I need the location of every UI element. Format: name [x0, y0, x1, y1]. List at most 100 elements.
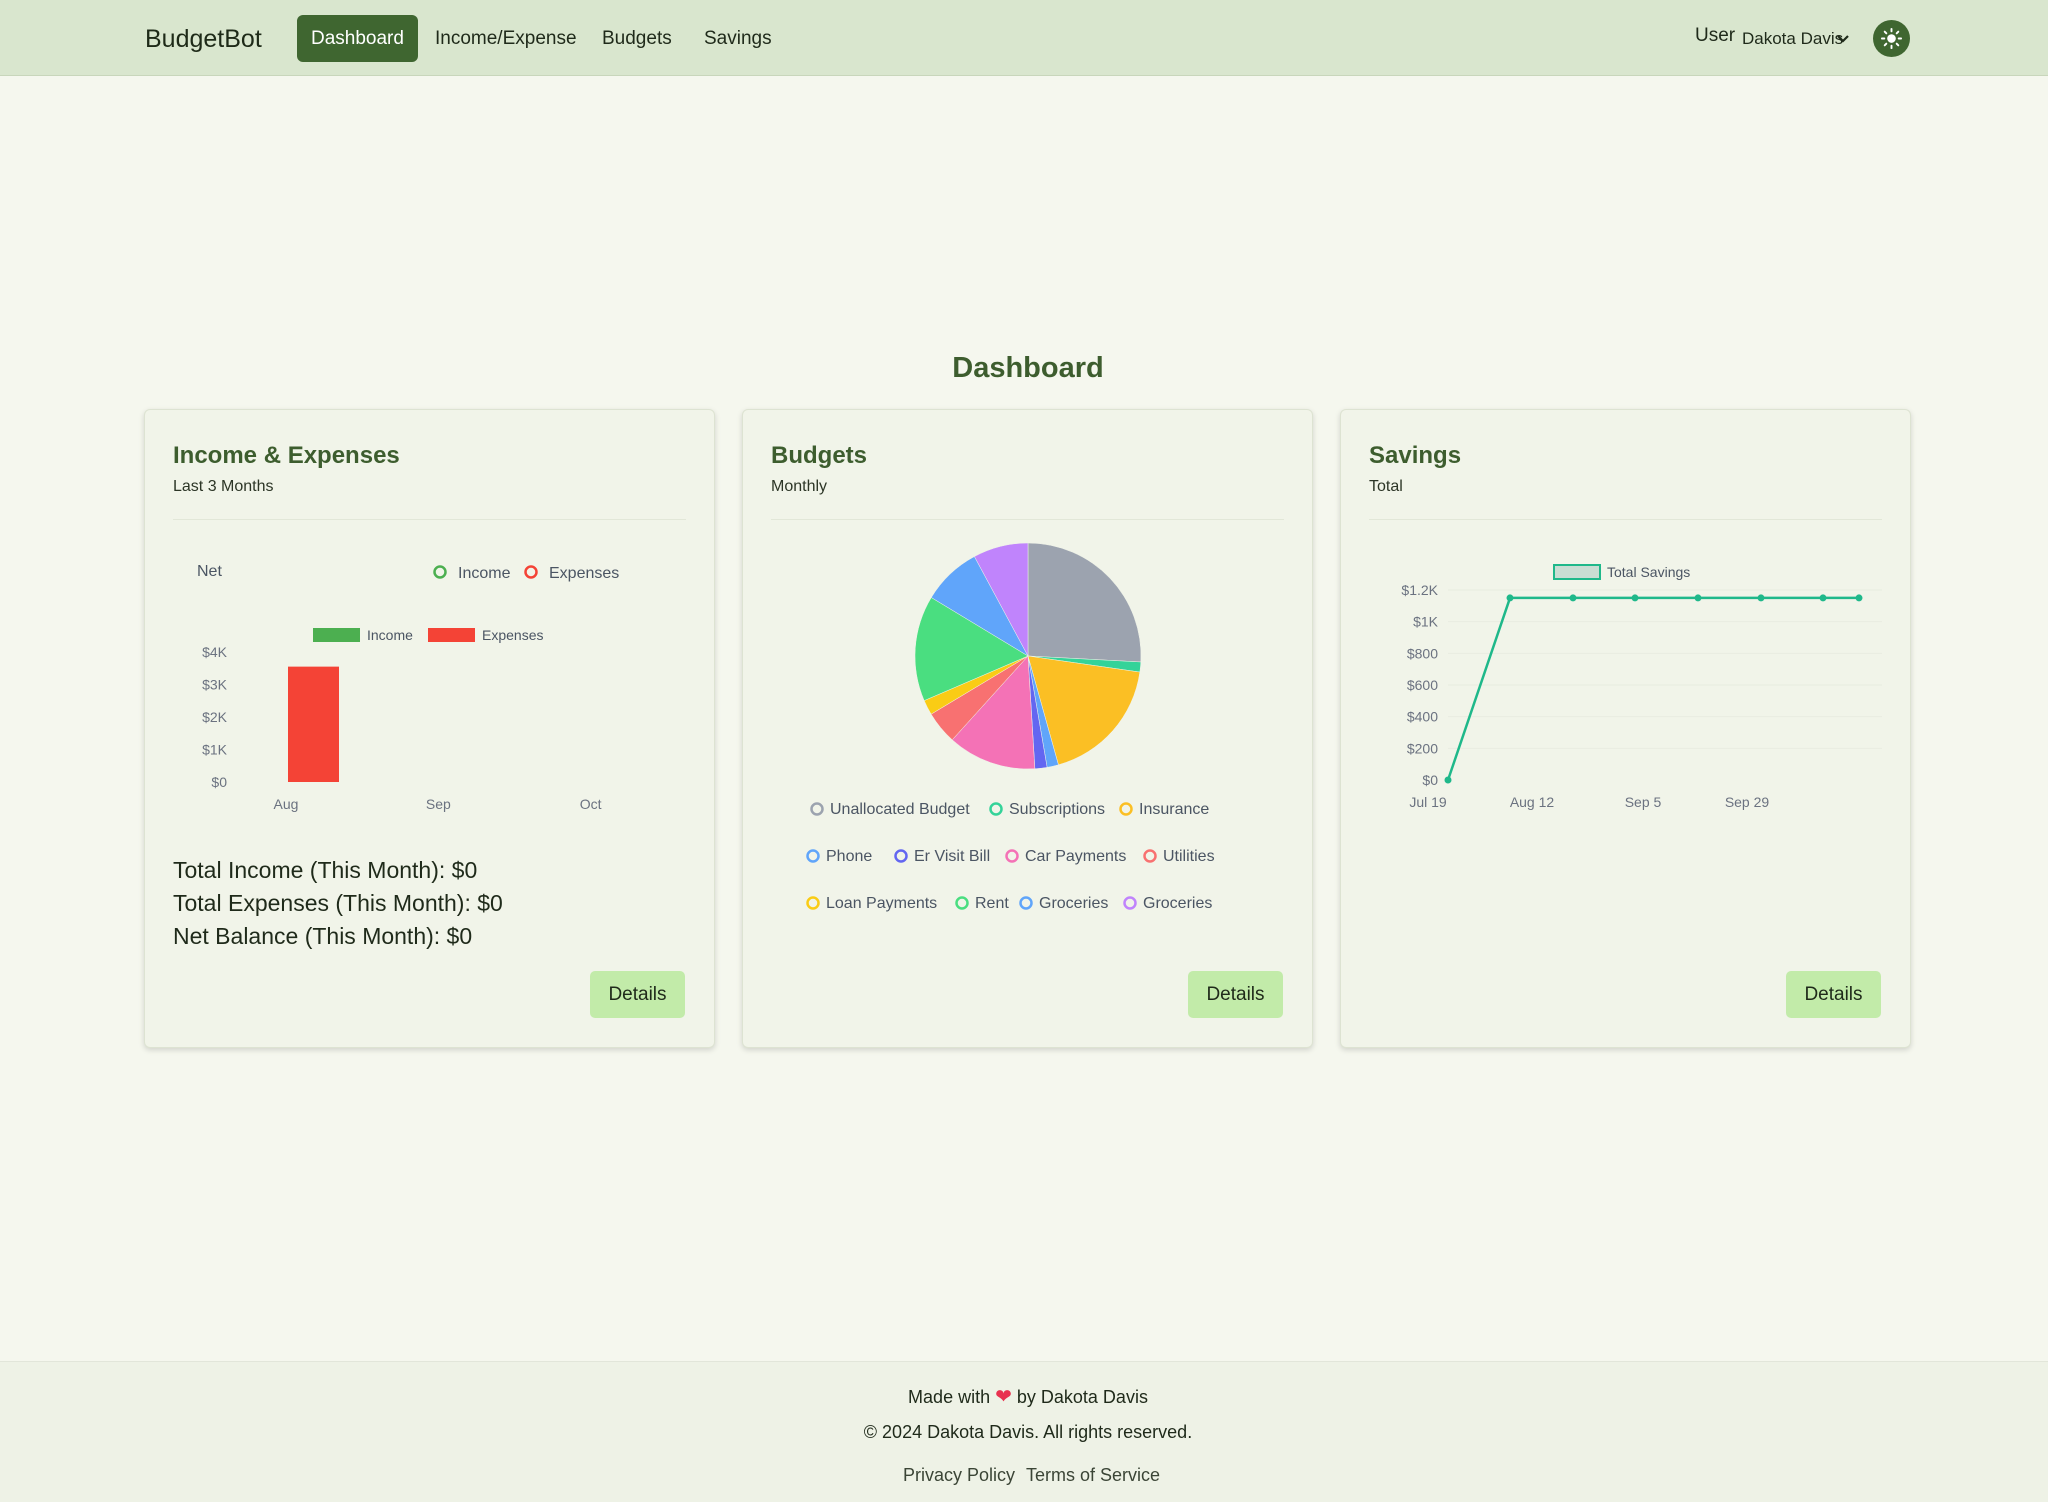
- nav-savings[interactable]: Savings: [704, 28, 772, 49]
- divider: [173, 519, 686, 520]
- legend-label: Unallocated Budget: [830, 801, 970, 818]
- income-expenses-card: Income & Expenses Last 3 Months Net Incom…: [144, 409, 715, 1048]
- nav-dashboard[interactable]: Dashboard: [297, 15, 418, 62]
- card-subtitle: Total: [1369, 478, 1403, 495]
- legend-ring: [1019, 896, 1033, 910]
- legend-box-label-income: Income: [367, 627, 413, 643]
- pie-slice-unallocated-budget: [1027, 542, 1142, 663]
- legend-label: Groceries: [1039, 895, 1108, 912]
- y-tick-label: $1K: [202, 742, 228, 758]
- x-tick-label: Oct: [580, 796, 602, 812]
- pie-slice-insurance: [1027, 655, 1141, 766]
- legend-label: Groceries: [1143, 895, 1212, 912]
- legend-label: Er Visit Bill: [914, 848, 990, 865]
- income-expenses-chart: Net Income Expenses Income Expenses $0 $1K $2K $…: [197, 563, 619, 812]
- legend-ring: [1119, 802, 1133, 816]
- legend-label: Car Payments: [1025, 848, 1126, 865]
- copyright: © 2024 Dakota Davis. All rights reserved…: [863, 1422, 1193, 1442]
- savings-card: Savings Total Total Savings $0 $200 $400 $60…: [1340, 409, 1911, 1048]
- card-subtitle: Monthly: [771, 478, 828, 495]
- legend-label: Rent: [975, 895, 1009, 912]
- terms-of-service-link[interactable]: Terms of Service: [1026, 1465, 1161, 1485]
- card-title: Savings: [1369, 442, 1462, 469]
- y-tick-label: $600: [1407, 677, 1438, 693]
- data-point: [1631, 594, 1639, 602]
- y-tick-label: $800: [1407, 645, 1438, 661]
- legend-label: Utilities: [1163, 848, 1215, 865]
- privacy-policy-link[interactable]: Privacy Policy: [903, 1465, 1016, 1485]
- legend-label: Phone: [826, 848, 872, 865]
- heart-icon: ❤: [995, 1386, 1012, 1408]
- divider: [771, 519, 1284, 520]
- data-point: [1694, 594, 1702, 602]
- x-tick-label: Jul 19: [1409, 794, 1447, 810]
- y-tick-label: $4K: [202, 644, 228, 660]
- legend-ring: [806, 849, 820, 863]
- divider: [1369, 519, 1882, 520]
- made-with-line: Made with ❤ by Dakota Davis: [0, 1384, 2048, 1409]
- legend-label: Loan Payments: [826, 895, 937, 912]
- budgets-pie-chart: Unallocated Budget Subscriptions Insurance…: [806, 542, 1215, 912]
- x-tick-label: Sep 5: [1625, 794, 1662, 810]
- legend-label-income: Income: [458, 565, 511, 582]
- y-tick-label: $0: [1422, 772, 1438, 788]
- card-title: Budgets: [771, 442, 867, 469]
- income-details-button[interactable]: Details: [590, 971, 685, 1018]
- nav-income-expense[interactable]: Income/Expense: [435, 28, 577, 49]
- legend-ring: [810, 802, 824, 816]
- legend-ring-expenses: [524, 565, 538, 579]
- user-label: User: [1695, 25, 1736, 46]
- y-tick-label: $1K: [1413, 614, 1439, 630]
- x-tick-label: Sep 29: [1725, 794, 1770, 810]
- y-tick-label: $0: [211, 774, 227, 790]
- data-point: [1855, 594, 1863, 602]
- summary-net-balance: Net Balance (This Month): $0: [173, 923, 473, 949]
- pie-slice-rent: [914, 597, 1029, 701]
- y-tick-label: $400: [1407, 709, 1438, 725]
- legend-label-total-savings: Total Savings: [1607, 564, 1690, 580]
- legend-ring: [1143, 849, 1157, 863]
- legend-ring: [1123, 896, 1137, 910]
- legend-box-expenses: [428, 628, 475, 642]
- legend-box-total-savings: [1553, 564, 1601, 580]
- made-by-text: by Dakota Davis: [1016, 1387, 1148, 1407]
- card-title: Income & Expenses: [173, 442, 400, 469]
- x-tick-label: Aug 12: [1510, 794, 1555, 810]
- x-tick-label: Aug: [274, 796, 299, 812]
- data-point: [1757, 594, 1765, 602]
- data-point: [1569, 594, 1577, 602]
- footer: Made with ❤ by Dakota Davis © 2024 Dakot…: [0, 1361, 2048, 1502]
- nav-budgets[interactable]: Budgets: [602, 28, 672, 49]
- legend-ring: [989, 802, 1003, 816]
- sun-icon: [1880, 27, 1903, 50]
- budgets-details-button[interactable]: Details: [1188, 971, 1283, 1018]
- top-navbar: BudgetBot Dashboard Income/Expense Budge…: [0, 0, 2048, 76]
- made-with-text: Made with: [908, 1387, 991, 1407]
- pie-slice-car-payments: [951, 655, 1036, 770]
- x-tick-label: Sep: [426, 796, 451, 812]
- legend-ring: [806, 896, 820, 910]
- chevron-down-icon[interactable]: [1835, 32, 1851, 46]
- savings-line-chart: Total Savings $0 $200 $400 $600 $800 $1K $1.2K J…: [1401, 564, 1882, 810]
- legend-label-expenses: Expenses: [549, 565, 619, 582]
- brand-logo[interactable]: BudgetBot: [145, 25, 262, 53]
- legend-ring: [1005, 849, 1019, 863]
- legend-label: Insurance: [1139, 801, 1209, 818]
- budgets-card: Budgets Monthly Unallocated Budget Subscr…: [742, 409, 1313, 1048]
- chart-title: Net: [197, 563, 222, 580]
- legend-ring: [955, 896, 969, 910]
- theme-toggle-button[interactable]: [1873, 20, 1910, 57]
- legend-box-income: [313, 628, 360, 642]
- summary-total-income: Total Income (This Month): $0: [173, 857, 478, 883]
- y-tick-label: $2K: [202, 709, 228, 725]
- page-title: Dashboard: [952, 352, 1104, 384]
- savings-details-button[interactable]: Details: [1786, 971, 1881, 1018]
- legend-ring-income: [433, 565, 447, 579]
- data-point: [1506, 594, 1514, 602]
- data-point: [1444, 776, 1452, 784]
- y-tick-label: $1.2K: [1401, 582, 1438, 598]
- data-point: [1819, 594, 1827, 602]
- user-menu[interactable]: Dakota Davis: [1742, 29, 1844, 48]
- legend-ring: [894, 849, 908, 863]
- pie-slice-groceries: [974, 542, 1029, 657]
